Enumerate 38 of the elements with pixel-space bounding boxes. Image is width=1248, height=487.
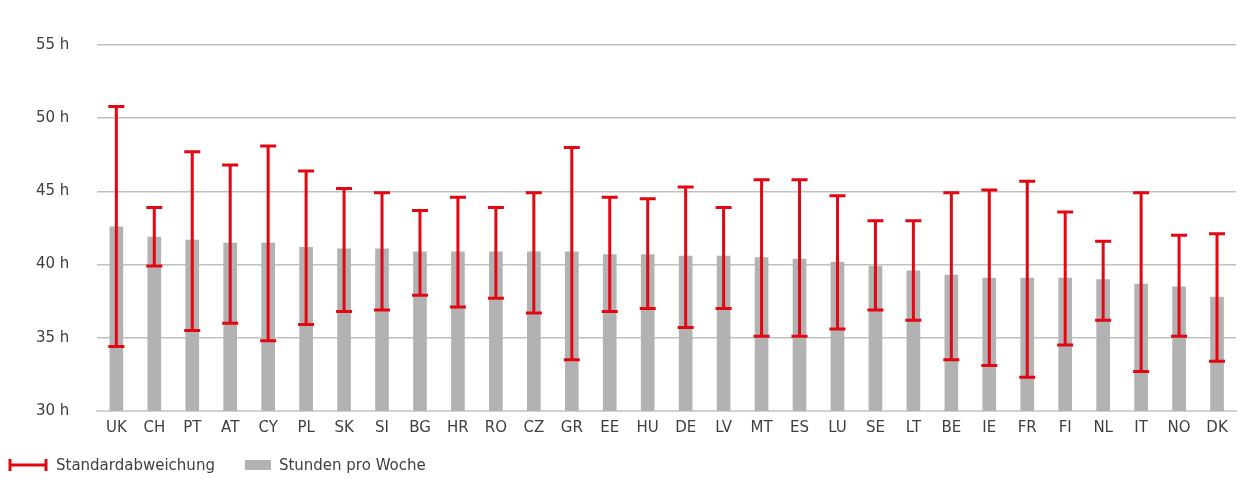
y-tick-label: 45 h bbox=[35, 181, 70, 200]
x-tick-label: DE bbox=[675, 417, 697, 436]
x-tick-label: SE bbox=[865, 417, 885, 436]
x-tick-label: CY bbox=[258, 417, 279, 436]
x-tick-label: NO bbox=[1167, 417, 1191, 436]
x-tick-label: RO bbox=[484, 417, 507, 436]
x-tick-label: HU bbox=[636, 417, 659, 436]
x-tick-label: FR bbox=[1017, 417, 1037, 436]
x-tick-label: SI bbox=[375, 417, 389, 436]
y-tick-label: 50 h bbox=[35, 108, 70, 127]
x-tick-label: AT bbox=[221, 417, 241, 436]
x-tick-label: HR bbox=[447, 417, 469, 436]
x-tick-label: CH bbox=[143, 417, 166, 436]
y-tick-label: 55 h bbox=[35, 34, 70, 53]
y-tick-label: 40 h bbox=[35, 254, 70, 273]
x-tick-label: EE bbox=[600, 417, 620, 436]
text: Standardabweichung bbox=[56, 456, 215, 474]
x-tick-label: FI bbox=[1058, 417, 1072, 436]
x-tick-label: IT bbox=[1134, 417, 1149, 436]
x-tick-label: CZ bbox=[523, 417, 545, 436]
legend-label: Stunden pro Woche bbox=[278, 456, 426, 474]
x-tick-label: GR bbox=[560, 417, 583, 436]
x-tick-label: MT bbox=[750, 417, 774, 436]
x-tick-label: IE bbox=[982, 417, 997, 436]
x-tick-label: BE bbox=[941, 417, 962, 436]
x-tick-label: LU bbox=[828, 417, 847, 436]
x-tick-label: PL bbox=[297, 417, 316, 436]
x-tick-label: PT bbox=[183, 417, 203, 436]
x-tick-label: LV bbox=[715, 417, 733, 436]
x-tick-label: DK bbox=[1206, 417, 1229, 436]
x-tick-label: SK bbox=[334, 417, 355, 436]
x-tick-label: ES bbox=[790, 417, 810, 436]
x-tick-label: NL bbox=[1093, 417, 1114, 436]
x-tick-label: BG bbox=[409, 417, 431, 436]
x-tick-label: LT bbox=[905, 417, 922, 436]
x-tick-label: UK bbox=[105, 417, 128, 436]
y-tick-label: 35 h bbox=[35, 327, 70, 346]
y-tick-label: 30 h bbox=[35, 400, 70, 419]
